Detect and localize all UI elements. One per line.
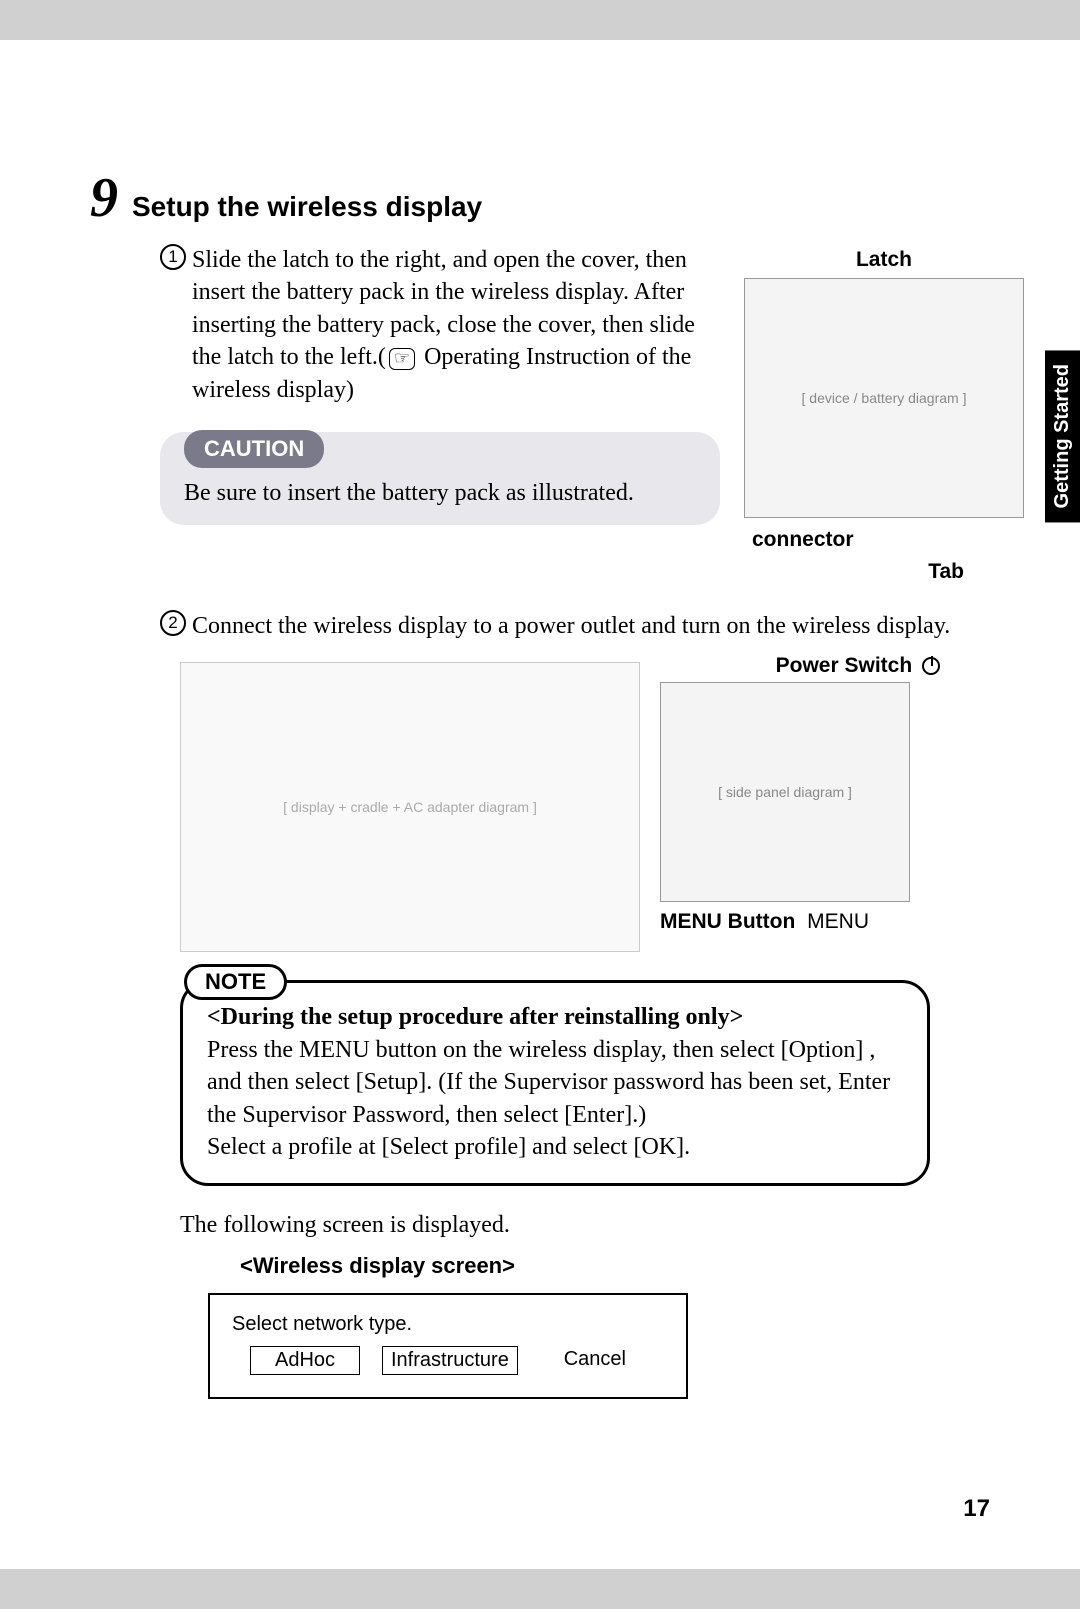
circled-2: 2	[160, 610, 186, 636]
note-text: Press the MENU button on the wireless di…	[207, 1034, 903, 1164]
manual-page: Getting Started 9 Setup the wireless dis…	[0, 40, 1080, 1569]
circled-1: 1	[160, 244, 186, 270]
row-2: [ display + cradle + AC adapter diagram …	[90, 650, 990, 952]
note-label: NOTE	[184, 964, 287, 1000]
page-number: 17	[963, 1495, 990, 1523]
step-heading: 9 Setup the wireless display	[90, 170, 990, 226]
caution-text: Be sure to insert the battery pack as il…	[184, 480, 696, 507]
label-menu-button: MENU Button	[660, 910, 795, 933]
button-cancel[interactable]: Cancel	[540, 1346, 650, 1375]
label-menu-word: MENU	[807, 910, 869, 933]
substep-2-text: Connect the wireless display to a power …	[192, 610, 990, 642]
label-tab: Tab	[744, 560, 1024, 584]
row-1: 1 Slide the latch to the right, and open…	[90, 244, 990, 588]
button-adhoc[interactable]: AdHoc	[250, 1346, 360, 1375]
note-subtitle: <During the setup procedure after reinst…	[207, 1001, 903, 1033]
screen-prompt: Select network type.	[232, 1313, 664, 1336]
after-note-text: The following screen is displayed.	[180, 1212, 990, 1239]
wireless-screen-mock: Select network type. AdHoc Infrastructur…	[208, 1293, 688, 1399]
section-tab: Getting Started	[1045, 350, 1080, 522]
substep-1: 1 Slide the latch to the right, and open…	[160, 244, 720, 406]
caution-label: CAUTION	[184, 430, 324, 468]
button-infrastructure[interactable]: Infrastructure	[382, 1346, 518, 1375]
label-connector: connector	[752, 528, 854, 552]
diagram-side-panel: [ side panel diagram ]	[660, 682, 910, 902]
substep-2: 2 Connect the wireless display to a powe…	[160, 610, 990, 642]
step-number: 9	[90, 170, 118, 226]
caution-block: CAUTION Be sure to insert the battery pa…	[160, 432, 720, 525]
screen-title: <Wireless display screen>	[240, 1253, 990, 1279]
diagram-battery: [ device / battery diagram ]	[744, 278, 1024, 518]
label-latch: Latch	[744, 248, 1024, 272]
power-icon	[922, 657, 940, 675]
note-section: NOTE <During the setup procedure after r…	[180, 964, 930, 1186]
reference-icon: ☞	[389, 348, 415, 370]
label-power-switch: Power Switch	[776, 654, 913, 677]
step-title: Setup the wireless display	[132, 191, 482, 223]
diagram-power-connection: [ display + cradle + AC adapter diagram …	[180, 662, 640, 952]
figure-1: Latch [ device / battery diagram ] conne…	[744, 244, 1024, 588]
